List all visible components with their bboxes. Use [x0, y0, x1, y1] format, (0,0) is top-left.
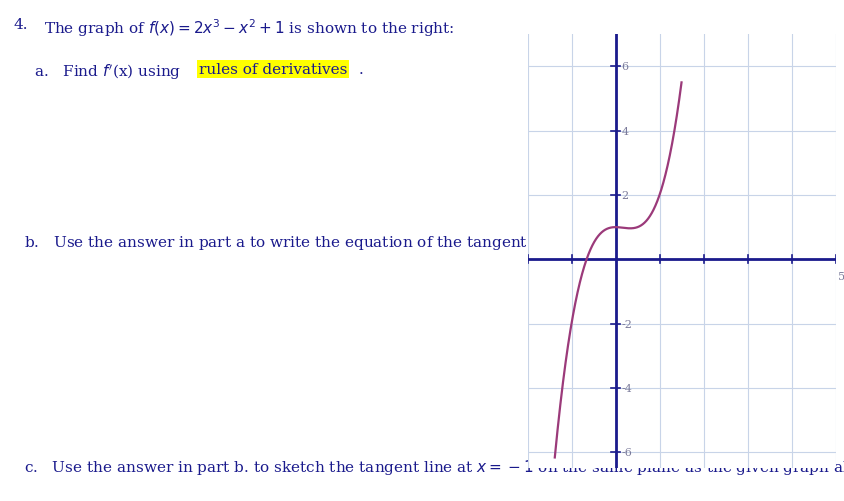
Text: 2: 2 [621, 190, 629, 200]
Text: b.   Use the answer in part a to write the equation of the tangent line at $x = : b. Use the answer in part a to write the… [24, 233, 646, 252]
Text: The graph of $f(x) = 2x^3 - x^2 + 1$ is shown to the right:: The graph of $f(x) = 2x^3 - x^2 + 1$ is … [45, 18, 455, 39]
Text: 4.: 4. [14, 18, 28, 32]
Text: c.   Use the answer in part b. to sketch the tangent line at $x = -1$ on the sam: c. Use the answer in part b. to sketch t… [24, 457, 844, 476]
Text: rules of derivatives: rules of derivatives [199, 63, 347, 77]
Text: 5: 5 [838, 271, 844, 281]
Text: 4: 4 [621, 126, 629, 136]
Text: -4: -4 [621, 383, 632, 393]
Text: -2: -2 [621, 319, 632, 329]
Text: .: . [359, 63, 363, 77]
Text: -6: -6 [621, 447, 632, 457]
Text: a.   Find $f'$(x) using: a. Find $f'$(x) using [34, 63, 181, 82]
Text: 6: 6 [621, 62, 629, 72]
